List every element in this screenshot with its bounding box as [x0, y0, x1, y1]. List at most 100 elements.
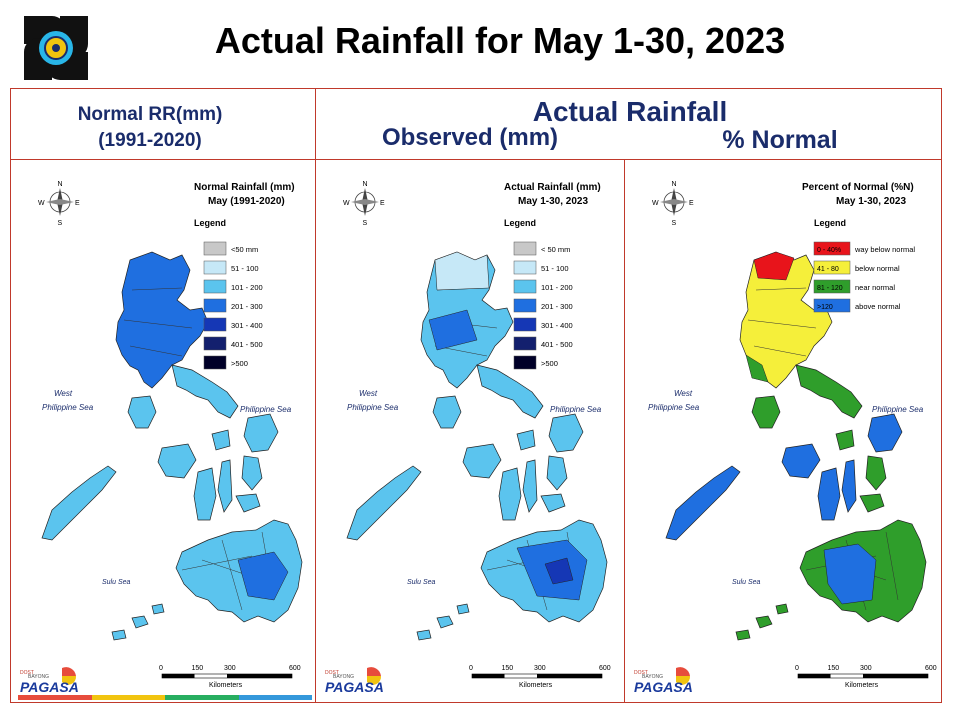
content-frame — [10, 88, 942, 703]
legend-swatch — [203, 260, 227, 275]
island-negros — [817, 467, 841, 521]
sea-label-west: West — [54, 389, 73, 398]
scale-unit-label: Kilometers — [519, 682, 553, 689]
island-negros — [193, 467, 217, 521]
stripe-segment — [18, 695, 92, 700]
map-title: Percent of Normal (%N) — [802, 182, 914, 193]
svg-text:PAGASA: PAGASA — [634, 679, 693, 695]
legend-swatch-label: >120 — [817, 304, 833, 311]
compass-rose-icon: N S E W — [38, 181, 80, 227]
compass-rose-icon: N S E W — [343, 181, 385, 227]
legend-label: above normal — [855, 302, 901, 311]
legend-label: 301 - 400 — [541, 321, 573, 330]
legend-swatch — [813, 298, 851, 313]
sea-label-west: Philippine Sea — [347, 403, 399, 412]
compass-w: W — [38, 200, 45, 207]
scale-tick-label: 600 — [925, 665, 937, 672]
compass-w: W — [343, 200, 350, 207]
map-subtitle: May (1991-2020) — [208, 196, 285, 207]
rainfall-zone — [428, 309, 478, 351]
sea-label-west: Philippine Sea — [42, 403, 94, 412]
scale-tick-label: 0 — [159, 665, 163, 672]
island-luzon-south — [795, 364, 863, 419]
island-palawan — [346, 465, 422, 541]
legend-label: >500 — [231, 359, 248, 368]
legend-title: Legend — [814, 218, 846, 228]
island-leyte — [546, 455, 568, 491]
rainfall-zone — [434, 251, 490, 291]
legend-label: 101 - 200 — [231, 283, 263, 292]
island-sulu-islands — [735, 603, 789, 641]
compass-s: S — [58, 220, 63, 227]
island-panay — [462, 443, 502, 479]
sea-label-west: West — [359, 389, 378, 398]
legend-label: way below normal — [854, 245, 915, 254]
compass-w: W — [652, 200, 659, 207]
rainfall-zone — [745, 354, 769, 383]
svg-text:BAYONG: BAYONG — [333, 674, 354, 680]
island-palawan — [665, 465, 741, 541]
sea-label-west: West — [674, 389, 693, 398]
stripe-segment — [91, 695, 165, 700]
scale-tick-label: 0 — [469, 665, 473, 672]
legend-label: near normal — [855, 283, 895, 292]
compass-s: S — [363, 220, 368, 227]
scale-bar: 0 150 300 600 Kilometers — [159, 665, 301, 689]
header-percent-normal: % Normal — [722, 126, 838, 154]
svg-text:DOST: DOST — [20, 670, 34, 676]
scale-tick-label: 600 — [599, 665, 611, 672]
island-panay — [157, 443, 197, 479]
island-mindoro — [127, 395, 157, 429]
island-mindoro — [751, 395, 781, 429]
island-cebu — [841, 459, 857, 513]
svg-text:PAGASA: PAGASA — [20, 679, 79, 695]
color-stripe — [18, 695, 312, 700]
legend-label: < 50 mm — [541, 245, 570, 254]
legend-label: 101 - 200 — [541, 283, 573, 292]
page-title: Actual Rainfall for May 1-30, 2023 — [214, 20, 786, 61]
svg-text:BAYONG: BAYONG — [28, 674, 49, 680]
scale-tick-label: 0 — [795, 665, 799, 672]
philippines-map — [41, 251, 303, 641]
legend-label: 401 - 500 — [541, 340, 573, 349]
legend-label: 301 - 400 — [231, 321, 263, 330]
legend-label: below normal — [855, 264, 900, 273]
province-boundary — [755, 287, 807, 291]
legend-swatch — [813, 241, 851, 256]
island-bohol — [859, 493, 885, 513]
scale-bar: 0 150 300 600 Kilometers — [795, 665, 937, 689]
legend-swatch — [513, 317, 537, 332]
scale-tick-label: 600 — [289, 665, 301, 672]
scale-tick-label: 300 — [534, 665, 546, 672]
legend-swatch — [203, 241, 227, 256]
rainfall-zone — [823, 543, 877, 605]
legend-label: 201 - 300 — [231, 302, 263, 311]
legend-swatch — [513, 336, 537, 351]
island-bohol — [540, 493, 566, 513]
scale-tick-label: 300 — [224, 665, 236, 672]
stripe-segment — [238, 695, 312, 700]
province-boundary — [221, 539, 243, 611]
legend-title: Legend — [194, 218, 226, 228]
compass-n: N — [58, 181, 63, 188]
island-luzon-south — [171, 364, 239, 419]
island-luzon — [115, 251, 209, 389]
island-samar — [548, 413, 584, 453]
compass-n: N — [363, 181, 368, 188]
scale-tick-label: 150 — [828, 665, 840, 672]
island-negros — [498, 467, 522, 521]
province-boundary — [131, 287, 183, 291]
legend-swatch-label: 41 - 80 — [817, 266, 839, 273]
svg-text:BAYONG: BAYONG — [642, 674, 663, 680]
map-subtitle: May 1-30, 2023 — [518, 196, 588, 207]
rainfall-zone — [753, 251, 795, 281]
map-panel-observed: N S E W Actual Rainfall (mm) May 1-30, 2023 Le… — [317, 160, 622, 700]
svg-text:DOST: DOST — [325, 670, 339, 676]
island-masbate — [516, 429, 536, 451]
divider — [624, 160, 625, 703]
island-leyte — [865, 455, 887, 491]
legend-label: <50 mm — [231, 245, 258, 254]
philippines-map — [346, 251, 608, 641]
